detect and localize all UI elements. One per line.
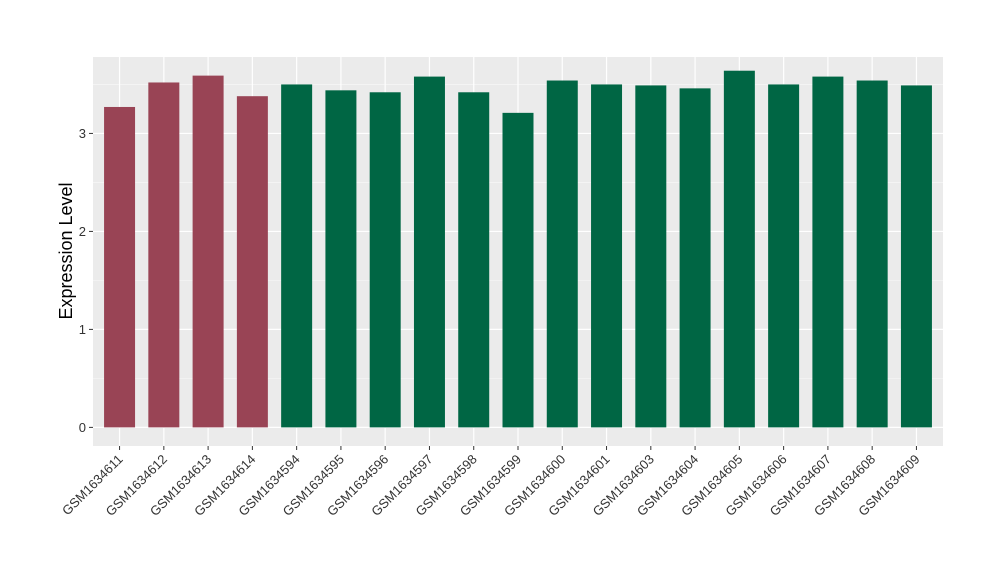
y-tick-label: 3 (79, 126, 86, 141)
y-axis-title: Expression Level (56, 182, 76, 319)
bar-GSM1634614 (236, 96, 268, 428)
bar-GSM1634609 (900, 85, 932, 428)
bars (104, 70, 932, 428)
bar-GSM1634613 (192, 75, 224, 428)
bar-GSM1634596 (369, 92, 401, 428)
bar-GSM1634604 (679, 88, 711, 428)
bar-GSM1634603 (635, 85, 667, 428)
y-axis: 0 1 2 3 (79, 126, 93, 435)
y-tick-label: 2 (79, 224, 86, 239)
y-tick-label: 0 (79, 420, 86, 435)
bar-GSM1634597 (413, 76, 445, 428)
bar-GSM1634600 (546, 80, 578, 428)
bar-GSM1634598 (458, 92, 490, 428)
bar-GSM1634594 (281, 84, 313, 428)
bar-GSM1634606 (768, 84, 800, 428)
bar-GSM1634612 (148, 82, 180, 428)
bar-GSM1634605 (723, 70, 755, 428)
y-tick-label: 1 (79, 322, 86, 337)
bar-GSM1634608 (856, 80, 888, 428)
bar-GSM1634601 (591, 84, 623, 428)
x-axis: GSM1634611GSM1634612GSM1634613GSM1634614… (59, 446, 923, 519)
bar-GSM1634611 (104, 106, 136, 428)
bar-GSM1634607 (812, 76, 844, 428)
bar-GSM1634599 (502, 112, 534, 428)
bar-GSM1634595 (325, 90, 357, 428)
